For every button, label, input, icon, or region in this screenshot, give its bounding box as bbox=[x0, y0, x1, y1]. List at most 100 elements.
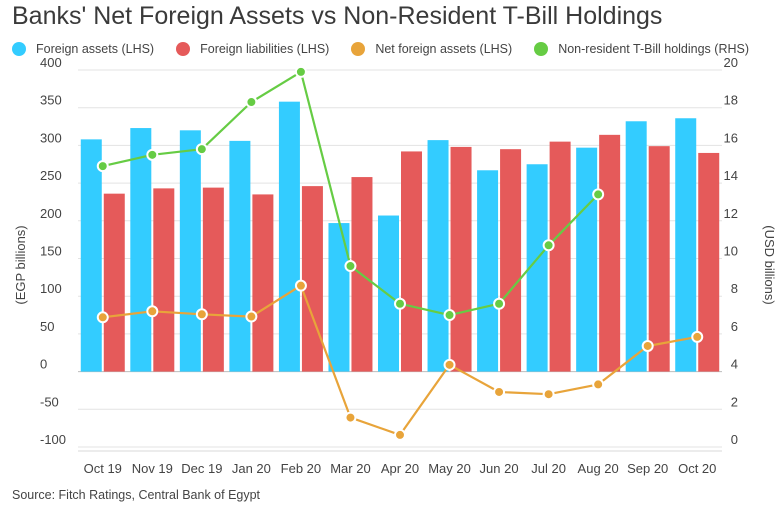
point-tbill-holdings bbox=[344, 260, 357, 273]
x-tick-label: Aug 20 bbox=[578, 461, 619, 476]
point-net-foreign-assets bbox=[542, 388, 555, 401]
point-net-foreign-assets bbox=[443, 358, 456, 371]
source-note: Source: Fitch Ratings, Central Bank of E… bbox=[12, 488, 261, 502]
bar-foreign-assets bbox=[576, 147, 598, 372]
series-points bbox=[96, 65, 704, 441]
left-axis-title: (EGP billions) bbox=[13, 225, 28, 304]
point-net-foreign-assets bbox=[294, 279, 307, 292]
legend-item-foreign-liabilities[interactable]: Foreign liabilities (LHS) bbox=[176, 42, 329, 56]
left-tick-label: 250 bbox=[40, 168, 62, 183]
point-tbill-holdings bbox=[146, 148, 159, 161]
legend-label-tbill-holdings: Non-resident T-Bill holdings (RHS) bbox=[558, 42, 750, 56]
point-tbill-holdings bbox=[195, 143, 208, 156]
legend-item-foreign-assets[interactable]: Foreign assets (LHS) bbox=[12, 42, 154, 56]
bar-foreign-assets bbox=[278, 101, 300, 372]
x-tick-label: Feb 20 bbox=[281, 461, 321, 476]
legend-label-foreign-assets: Foreign assets (LHS) bbox=[36, 42, 155, 56]
bar-foreign-assets bbox=[328, 223, 350, 372]
right-tick-label: 20 bbox=[724, 55, 738, 70]
right-axis-title: (USD billions) bbox=[762, 225, 777, 304]
right-tick-label: 14 bbox=[724, 168, 738, 183]
right-tick-label: 10 bbox=[724, 244, 738, 259]
point-tbill-holdings bbox=[394, 297, 406, 310]
bar-foreign-assets bbox=[477, 170, 499, 372]
point-net-foreign-assets bbox=[146, 305, 159, 318]
x-tick-label: Mar 20 bbox=[330, 461, 370, 476]
point-tbill-holdings bbox=[542, 239, 555, 252]
bar-foreign-assets bbox=[427, 140, 449, 372]
bar-foreign-liabilities bbox=[301, 186, 323, 372]
legend-label-foreign-liabilities: Foreign liabilities (LHS) bbox=[200, 42, 330, 56]
bar-foreign-assets bbox=[229, 140, 251, 372]
right-tick-label: 0 bbox=[731, 432, 738, 447]
left-tick-label: 300 bbox=[40, 130, 62, 145]
chart-title: Banks' Net Foreign Assets vs Non-Residen… bbox=[12, 2, 663, 30]
point-net-foreign-assets bbox=[394, 428, 406, 441]
x-tick-label: Dec 19 bbox=[181, 461, 222, 476]
x-tick-label: Apr 20 bbox=[381, 461, 419, 476]
x-tick-label: Oct 19 bbox=[84, 461, 122, 476]
point-tbill-holdings bbox=[96, 160, 109, 173]
left-tick-label: 150 bbox=[40, 244, 62, 259]
right-tick-label: 16 bbox=[724, 130, 738, 145]
bar-foreign-assets bbox=[179, 130, 201, 372]
left-tick-label: 100 bbox=[40, 281, 62, 296]
left-tick-label: 50 bbox=[40, 319, 54, 334]
x-tick-label: Jan 20 bbox=[232, 461, 271, 476]
x-tick-label: Sep 20 bbox=[627, 461, 668, 476]
bar-foreign-liabilities bbox=[648, 146, 670, 372]
left-tick-label: 200 bbox=[40, 206, 62, 221]
point-net-foreign-assets bbox=[691, 330, 704, 343]
bar-foreign-liabilities bbox=[202, 187, 224, 372]
bar-foreign-liabilities bbox=[401, 151, 422, 372]
bar-foreign-liabilities bbox=[549, 141, 571, 372]
left-tick-label: -50 bbox=[40, 394, 59, 409]
bar-foreign-liabilities bbox=[698, 152, 720, 372]
left-tick-label: 400 bbox=[40, 55, 62, 70]
bar-foreign-assets bbox=[80, 139, 102, 372]
legend-item-net-foreign-assets[interactable]: Net foreign assets (LHS) bbox=[351, 42, 512, 56]
right-tick-label: 18 bbox=[724, 93, 738, 108]
bars bbox=[80, 101, 720, 372]
bar-foreign-liabilities bbox=[599, 134, 621, 372]
x-tick-label: May 20 bbox=[428, 461, 471, 476]
point-tbill-holdings bbox=[592, 188, 605, 201]
point-net-foreign-assets bbox=[592, 378, 605, 391]
bar-foreign-assets bbox=[130, 128, 152, 372]
x-tick-label: Jul 20 bbox=[531, 461, 566, 476]
point-tbill-holdings bbox=[443, 309, 456, 322]
point-net-foreign-assets bbox=[641, 339, 654, 352]
right-tick-label: 4 bbox=[731, 357, 738, 372]
bar-foreign-liabilities bbox=[153, 188, 175, 372]
point-net-foreign-assets bbox=[195, 308, 208, 321]
x-tick-label: Nov 19 bbox=[132, 461, 173, 476]
point-tbill-holdings bbox=[294, 65, 307, 78]
left-tick-label: -100 bbox=[40, 432, 66, 447]
line-tbill-holdings bbox=[102, 70, 599, 317]
point-net-foreign-assets bbox=[96, 311, 109, 324]
bar-foreign-assets bbox=[526, 164, 548, 372]
right-tick-label: 6 bbox=[731, 319, 738, 334]
point-tbill-holdings bbox=[245, 96, 258, 109]
bar-foreign-liabilities bbox=[450, 146, 472, 372]
legend-item-tbill-holdings[interactable]: Non-resident T-Bill holdings (RHS) bbox=[534, 42, 749, 56]
left-tick-label: 0 bbox=[40, 357, 47, 372]
bar-foreign-assets bbox=[675, 118, 697, 372]
legend-marker-foreign-assets bbox=[12, 42, 26, 56]
legend-label-net-foreign-assets: Net foreign assets (LHS) bbox=[375, 42, 513, 56]
point-net-foreign-assets bbox=[344, 411, 357, 424]
right-tick-label: 8 bbox=[731, 281, 738, 296]
bar-foreign-liabilities bbox=[103, 193, 125, 372]
grid-lines bbox=[78, 69, 722, 452]
point-net-foreign-assets bbox=[493, 385, 506, 398]
bar-foreign-assets bbox=[625, 121, 647, 372]
x-tick-label: Oct 20 bbox=[678, 461, 716, 476]
right-tick-label: 2 bbox=[731, 394, 738, 409]
legend-marker-net-foreign-assets bbox=[351, 42, 366, 56]
legend: Foreign assets (LHS) Foreign liabilities… bbox=[12, 42, 771, 56]
left-tick-label: 350 bbox=[40, 93, 62, 108]
point-tbill-holdings bbox=[493, 297, 506, 310]
x-tick-label: Jun 20 bbox=[480, 461, 519, 476]
